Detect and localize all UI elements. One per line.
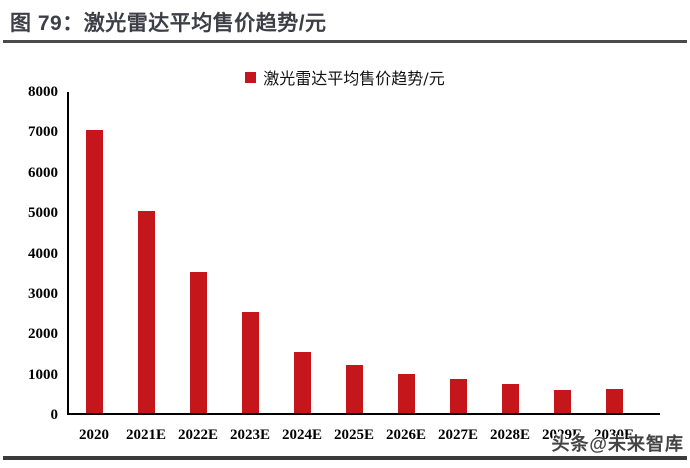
legend-label: 激光雷达平均售价趋势/元 (263, 69, 445, 88)
y-tick-label: 0 (50, 407, 59, 423)
x-tick-label: 2026E (385, 427, 426, 443)
y-tick-label: 3000 (28, 285, 58, 302)
y-tick-label: 2000 (28, 326, 58, 343)
plot-area (67, 92, 660, 415)
y-tick-label: 8000 (28, 84, 58, 100)
x-tick-label: 2021E (125, 427, 166, 443)
chart-legend: 激光雷达平均售价趋势/元 (0, 65, 690, 89)
x-tick-label: 2025E (333, 427, 374, 443)
figure-title: 图 79：激光雷达平均售价趋势/元 (10, 12, 327, 35)
bar-2029E (553, 390, 571, 413)
bar-2026E (397, 374, 415, 413)
legend-swatch-icon (245, 71, 257, 83)
x-tick-label: 2022E (177, 427, 218, 443)
x-tick-label: 2030E (593, 427, 634, 443)
bar-2023E (241, 312, 259, 413)
y-tick-label: 1000 (28, 366, 58, 383)
x-tick-label: 2024E (281, 427, 322, 443)
x-tick-label: 2029E (541, 427, 582, 443)
bar-2025E (345, 365, 363, 413)
x-tick-label: 2027E (437, 427, 478, 443)
bar-2027E (449, 379, 467, 413)
y-tick-label: 4000 (28, 245, 58, 262)
watermark: 头条@未来智库 (551, 434, 684, 454)
x-tick-label: 2020 (79, 427, 109, 443)
y-tick-label: 7000 (28, 124, 58, 141)
y-tick-label: 6000 (28, 164, 58, 181)
bar-2022E (189, 272, 207, 413)
bottom-divider (3, 456, 687, 460)
bar-2024E (293, 352, 311, 413)
bar-2021E (137, 211, 155, 413)
bar-2030E (605, 389, 623, 413)
y-tick-label: 5000 (28, 205, 58, 222)
bar-2020 (85, 130, 103, 413)
bar-2028E (501, 384, 519, 413)
x-tick-label: 2028E (489, 427, 530, 443)
x-tick-label: 2023E (229, 427, 270, 443)
title-divider (3, 40, 687, 43)
